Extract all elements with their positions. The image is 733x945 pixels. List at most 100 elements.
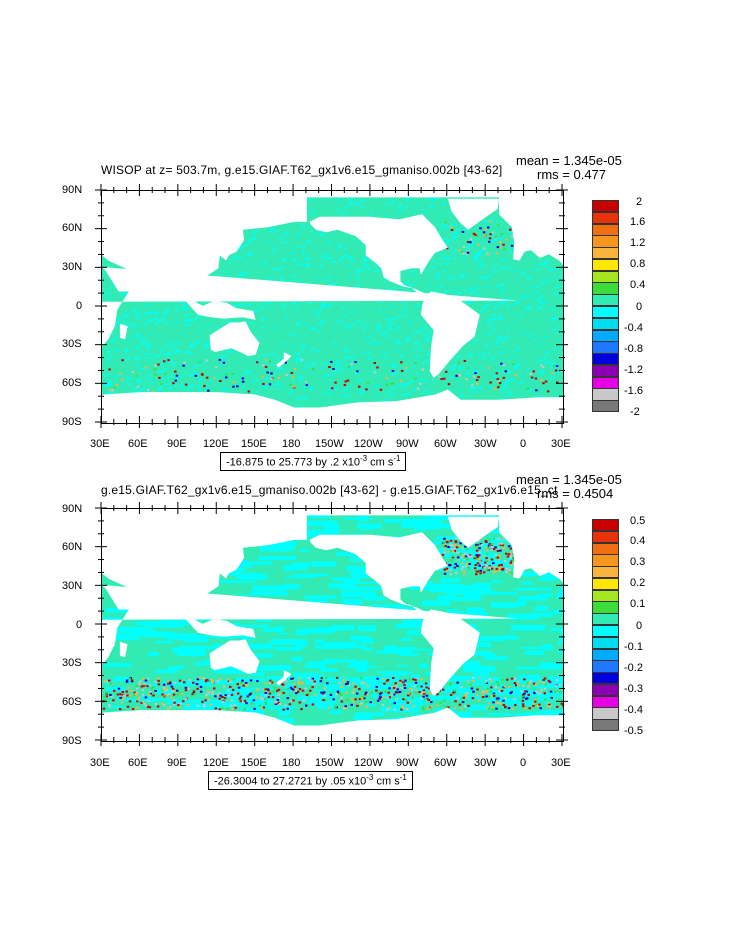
colorbar-label: 2 [636, 196, 643, 208]
lon-label: 90E [167, 757, 187, 769]
colorbar-swatch [592, 294, 619, 307]
lon-label: 150W [315, 438, 344, 450]
colorbar-label: -0.4 [624, 704, 643, 716]
panel-1-colorbar [592, 200, 619, 413]
lat-label: 60S [62, 696, 82, 708]
lon-label: 0 [520, 757, 527, 769]
land-nz [276, 670, 292, 686]
lon-label: 90W [396, 757, 419, 769]
colorbar-swatch [592, 707, 619, 720]
panel-2-map [101, 508, 564, 742]
colorbar-swatch [592, 258, 619, 272]
colorbar-swatch [592, 660, 619, 673]
lon-label: 90E [167, 438, 187, 450]
lon-label: 30W [474, 438, 497, 450]
lat-label: 30S [62, 657, 82, 669]
colorbar-swatch [592, 270, 619, 283]
lat-label: 90S [62, 735, 82, 747]
lon-label: 60E [128, 438, 148, 450]
noisy-regions [102, 537, 563, 711]
panel-1-range-box: -16.875 to 25.773 by .2 x10-3 cm s-1 [220, 452, 407, 471]
no-data-band [102, 410, 563, 423]
panel-2-mean: mean = 1.345e-05 [516, 472, 622, 487]
land-arctic [102, 509, 563, 516]
panel-1-rms: rms = 0.477 [537, 167, 607, 182]
lat-label: 90N [62, 184, 83, 196]
colorbar-swatch [592, 648, 619, 661]
lat-label: 30S [62, 338, 82, 350]
lon-label: 30E [90, 757, 110, 769]
colorbar-label: -0.2 [624, 662, 643, 674]
land-europe [499, 509, 563, 583]
panel-1-mean: mean = 1.345e-05 [516, 153, 622, 168]
colorbar-label: -1.2 [624, 364, 643, 376]
range-unit-exp: -1 [393, 454, 401, 463]
lon-label: 0 [520, 438, 527, 450]
lon-label: 120E [203, 757, 229, 769]
colorbar-label: 0.4 [630, 535, 646, 547]
colorbar-swatch [592, 542, 619, 555]
lat-label: 60N [62, 541, 83, 553]
land-nz [276, 352, 292, 368]
colorbar-swatch [592, 519, 619, 532]
range-text: -26.3004 to 27.2721 by .05 x10 [214, 775, 367, 788]
colorbar-swatch [592, 388, 619, 401]
colorbar-swatch [592, 672, 619, 685]
colorbar-swatch [592, 353, 619, 366]
no-data-band [102, 728, 563, 741]
land-greenland [447, 198, 499, 230]
colorbar-swatch [592, 317, 619, 331]
land-madagascar [119, 641, 128, 658]
lat-label: 90S [62, 416, 82, 428]
colorbar-label: 0 [636, 301, 643, 313]
lat-label: 0 [76, 619, 83, 631]
colorbar-swatch [592, 329, 619, 342]
land-samerica [420, 291, 480, 378]
lon-label: 120E [203, 438, 229, 450]
colorbar-label: 0.8 [630, 258, 646, 270]
lon-label: 90W [396, 438, 419, 450]
colorbar-label: 1.6 [630, 216, 646, 228]
lon-label: 180 [282, 757, 301, 769]
colorbar-swatch [592, 341, 619, 354]
lon-label: 120W [354, 757, 383, 769]
colorbar-swatch [592, 625, 619, 638]
land-samerica [420, 609, 480, 696]
panel-1-map [101, 190, 564, 424]
lon-label: 30E [551, 438, 571, 450]
colorbar-label: 0.4 [630, 279, 646, 291]
lon-label: 60W [434, 438, 457, 450]
range-unit: cm s [373, 775, 400, 788]
land-eurasia [102, 509, 307, 623]
colorbar-label: 0.3 [630, 556, 646, 568]
colorbar-label: 0.2 [630, 577, 646, 589]
colorbar-label: -0.3 [624, 683, 643, 695]
lon-label: 150W [315, 757, 344, 769]
colorbar-label: -0.1 [624, 641, 643, 653]
panel-2-title: g.e15.GIAF.T62_gx1v6.e15_gmaniso.002b [4… [101, 483, 558, 497]
colorbar-swatch [592, 636, 619, 650]
colorbar-swatch [592, 683, 619, 697]
colorbar-swatch [592, 566, 619, 579]
colorbar-swatch [592, 554, 619, 567]
colorbar-swatch [592, 282, 619, 295]
lat-label: 30N [62, 261, 83, 273]
lon-label: 150E [241, 438, 267, 450]
colorbar-label: 1.2 [630, 237, 646, 249]
land-europe [499, 191, 563, 265]
lon-label: 30E [90, 438, 110, 450]
lon-label: 60E [128, 757, 148, 769]
land-africa [102, 267, 519, 347]
land-indonesia [185, 300, 256, 320]
lat-label: 90N [62, 503, 83, 515]
range-exp: -3 [359, 454, 368, 463]
lon-label: 150E [241, 757, 267, 769]
panel-2-colorbar [592, 519, 619, 732]
panel-2-map-svg [102, 509, 563, 741]
colorbar-swatch [592, 589, 619, 602]
land-indonesia [185, 618, 256, 638]
lon-label: 120W [354, 438, 383, 450]
land-namerica [309, 532, 448, 615]
colorbar-label: 0.5 [630, 515, 646, 527]
